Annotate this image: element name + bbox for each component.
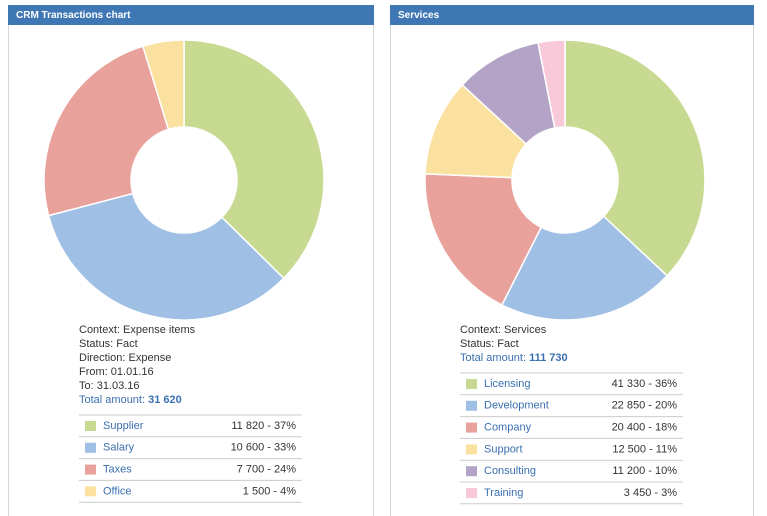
info-line: Status: Fact xyxy=(79,338,138,350)
legend-name: Licensing xyxy=(484,378,530,390)
donut-slice xyxy=(183,39,325,280)
legend-name: Office xyxy=(103,485,132,497)
info-line: Context: Services xyxy=(460,324,547,336)
legend-swatch xyxy=(85,421,96,431)
legend-value: 7 700 - 24% xyxy=(237,464,297,476)
donut-slice xyxy=(537,39,566,129)
panel-header xyxy=(390,5,754,25)
panel-title: CRM Transactions chart xyxy=(16,10,131,21)
donut-slice xyxy=(500,215,669,321)
total-value: 111 730 xyxy=(529,352,568,364)
total-label: Total amount: xyxy=(79,394,145,406)
legend-swatch xyxy=(466,466,477,477)
legend-name: Support xyxy=(484,443,523,455)
legend-swatch xyxy=(466,379,477,389)
info-line: Status: Fact xyxy=(460,338,519,350)
legend-value: 10 600 - 33% xyxy=(231,442,297,454)
legend-swatch xyxy=(85,442,96,453)
legend-value: 11 200 - 10% xyxy=(612,465,677,477)
panel-header xyxy=(8,5,374,25)
total-label: Total amount: xyxy=(460,352,526,364)
legend-name: Supplier xyxy=(103,420,144,432)
total-amount: Total amount: 31 620 xyxy=(79,394,182,406)
info-line: Direction: Expense xyxy=(79,352,171,364)
total-amount: Total amount: 111 730 xyxy=(460,352,568,364)
legend-value: 22 850 - 20% xyxy=(612,400,678,412)
legend-value: 3 450 - 3% xyxy=(624,487,677,499)
donut-slice xyxy=(141,39,185,131)
info-line: To: 31.03.16 xyxy=(79,380,140,392)
legend-name: Salary xyxy=(103,442,135,454)
legend-value: 20 400 - 18% xyxy=(612,422,678,434)
info-line: From: 01.01.16 xyxy=(79,366,154,378)
legend-swatch xyxy=(85,486,96,497)
panel-title: Services xyxy=(398,10,440,21)
legend-name: Taxes xyxy=(103,464,132,476)
info-line: Context: Expense items xyxy=(79,324,196,336)
legend-name: Consulting xyxy=(484,465,536,477)
legend-swatch xyxy=(466,422,477,433)
total-value: 31 620 xyxy=(148,394,182,406)
legend-value: 41 330 - 36% xyxy=(612,378,678,390)
legend-swatch xyxy=(466,400,477,411)
legend-swatch xyxy=(85,464,96,475)
donut-slice xyxy=(424,173,543,306)
legend-swatch xyxy=(466,488,477,498)
legend-swatch xyxy=(466,444,477,455)
donut-slice xyxy=(47,192,285,321)
donut-slice xyxy=(564,39,706,277)
legend-name: Development xyxy=(484,400,549,412)
legend-name: Company xyxy=(484,422,532,434)
legend-value: 1 500 - 4% xyxy=(243,485,296,497)
legend-value: 11 820 - 37% xyxy=(231,420,296,432)
legend-name: Training xyxy=(484,487,523,499)
legend-value: 12 500 - 11% xyxy=(612,443,677,455)
donut-slice xyxy=(43,45,170,217)
